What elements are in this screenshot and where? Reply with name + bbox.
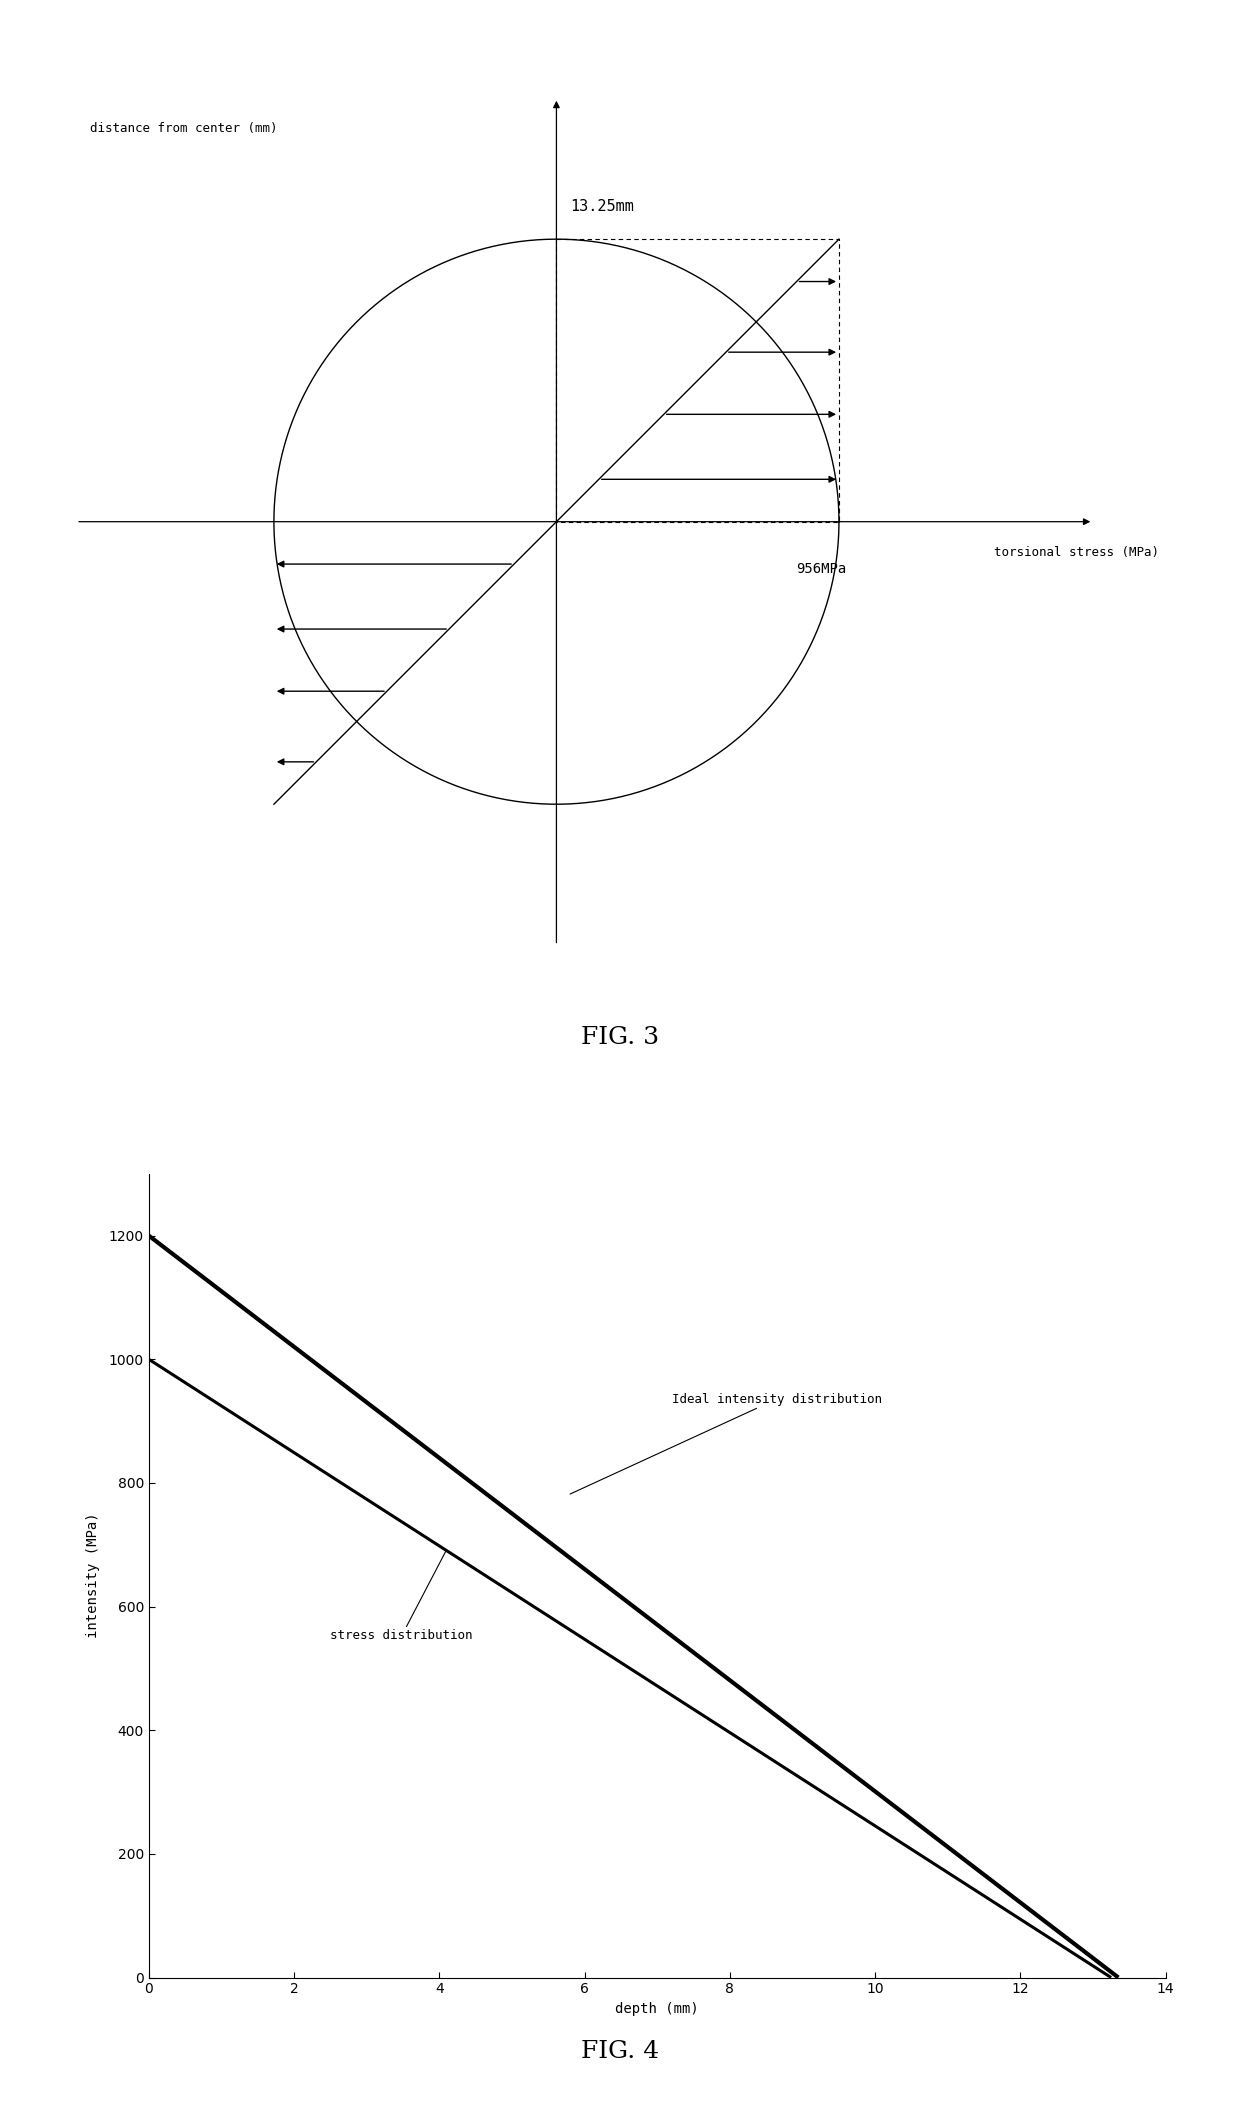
Text: FIG. 4: FIG. 4 xyxy=(580,2041,660,2062)
Text: distance from center (mm): distance from center (mm) xyxy=(91,123,278,135)
Y-axis label: intensity (MPa): intensity (MPa) xyxy=(87,1512,100,1639)
Text: Ideal intensity distribution: Ideal intensity distribution xyxy=(570,1392,882,1493)
Text: 956MPa: 956MPa xyxy=(796,563,847,575)
Text: torsional stress (MPa): torsional stress (MPa) xyxy=(994,546,1159,558)
Text: FIG. 3: FIG. 3 xyxy=(580,1026,660,1049)
Text: stress distribution: stress distribution xyxy=(330,1550,472,1643)
Text: 13.25mm: 13.25mm xyxy=(570,199,635,214)
X-axis label: depth (mm): depth (mm) xyxy=(615,2003,699,2016)
